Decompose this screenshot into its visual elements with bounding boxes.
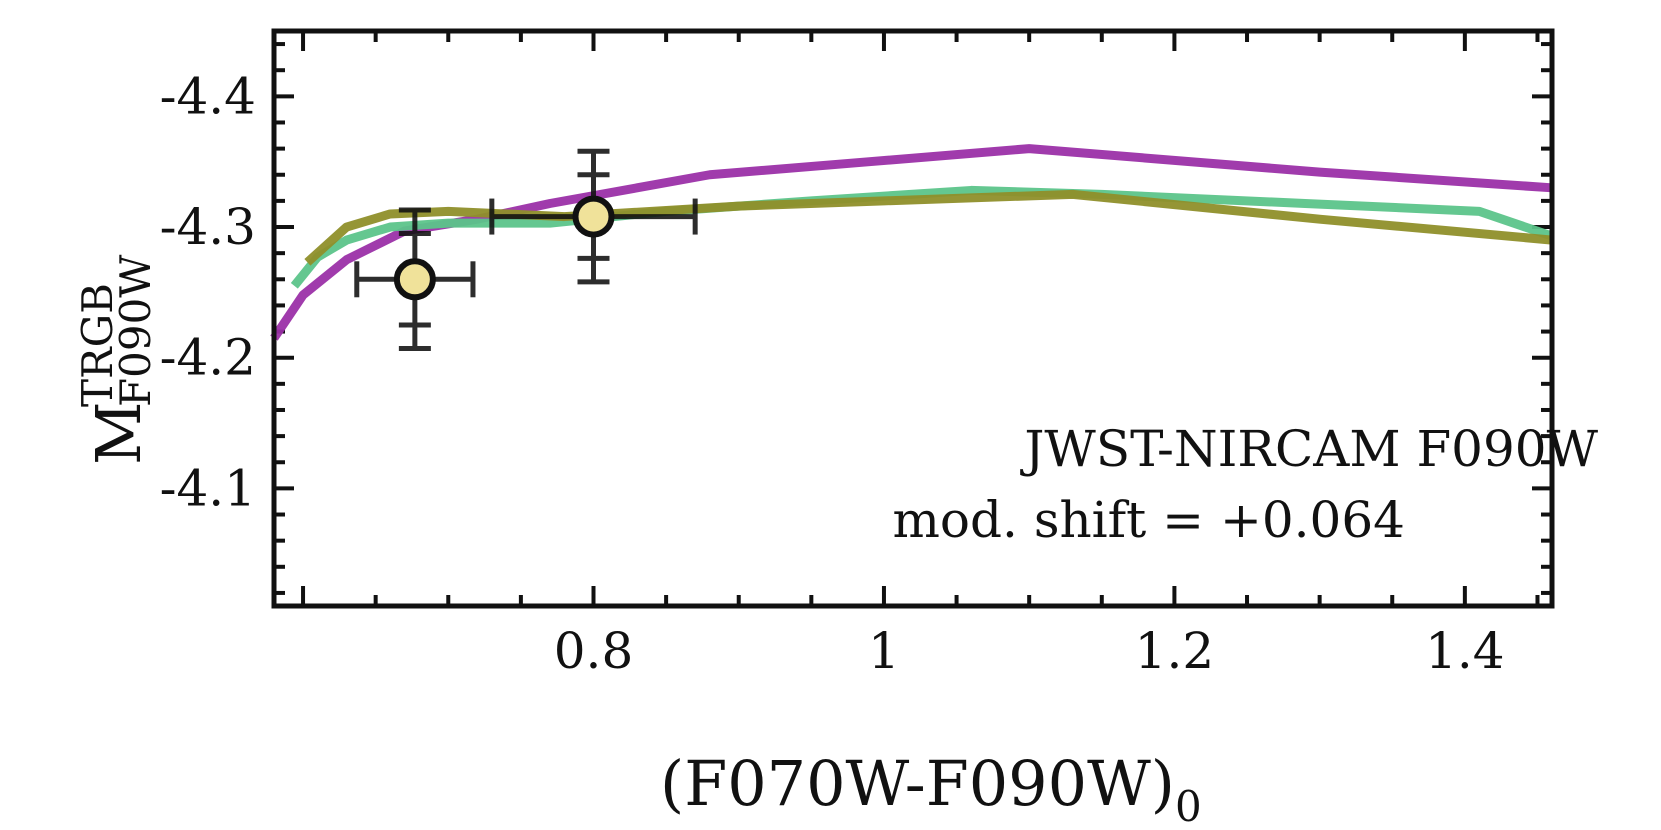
y-tick-label: -4.2 <box>160 329 256 387</box>
x-axis-title-subscript: 0 <box>1175 782 1202 830</box>
y-axis-title: M TRGB F090W <box>73 254 160 465</box>
plot-frame <box>271 28 1555 609</box>
y-tick-label: -4.3 <box>160 198 256 256</box>
series-line-olive-model <box>304 189 1553 266</box>
tick-labels: 0.8 1 1.2 1.4 -4.4 -4.3 -4.2 -4.1 <box>160 67 1505 680</box>
y-axis-title-superscript: TRGB <box>73 283 122 407</box>
x-axis-title-main: (F070W-F090W) <box>660 747 1175 820</box>
x-tick-label: 1 <box>868 622 900 680</box>
data-point-marker <box>393 258 436 301</box>
data-point-group <box>489 148 698 285</box>
annotation-line-2: mod. shift = +0.064 <box>893 491 1405 549</box>
x-tick-label: 0.8 <box>554 622 634 680</box>
y-axis-title-subscript: F090W <box>111 254 160 407</box>
y-axis-title-main: M <box>82 402 155 465</box>
data-point-marker <box>572 195 615 238</box>
data-point-group <box>354 207 476 352</box>
y-tick-label: -4.1 <box>160 459 256 517</box>
model-curves <box>270 144 1554 341</box>
series-line-purple-model <box>270 144 1553 341</box>
x-tick-label: 1.2 <box>1135 622 1215 680</box>
data-points <box>354 148 698 352</box>
series-line-green-model <box>290 185 1554 289</box>
annotation-line-1: JWST-NIRCAM F090W <box>1019 420 1598 478</box>
x-tick-label: 1.4 <box>1425 622 1505 680</box>
x-axis-title: (F070W-F090W)0 <box>660 747 1202 830</box>
y-tick-label: -4.4 <box>160 67 256 125</box>
